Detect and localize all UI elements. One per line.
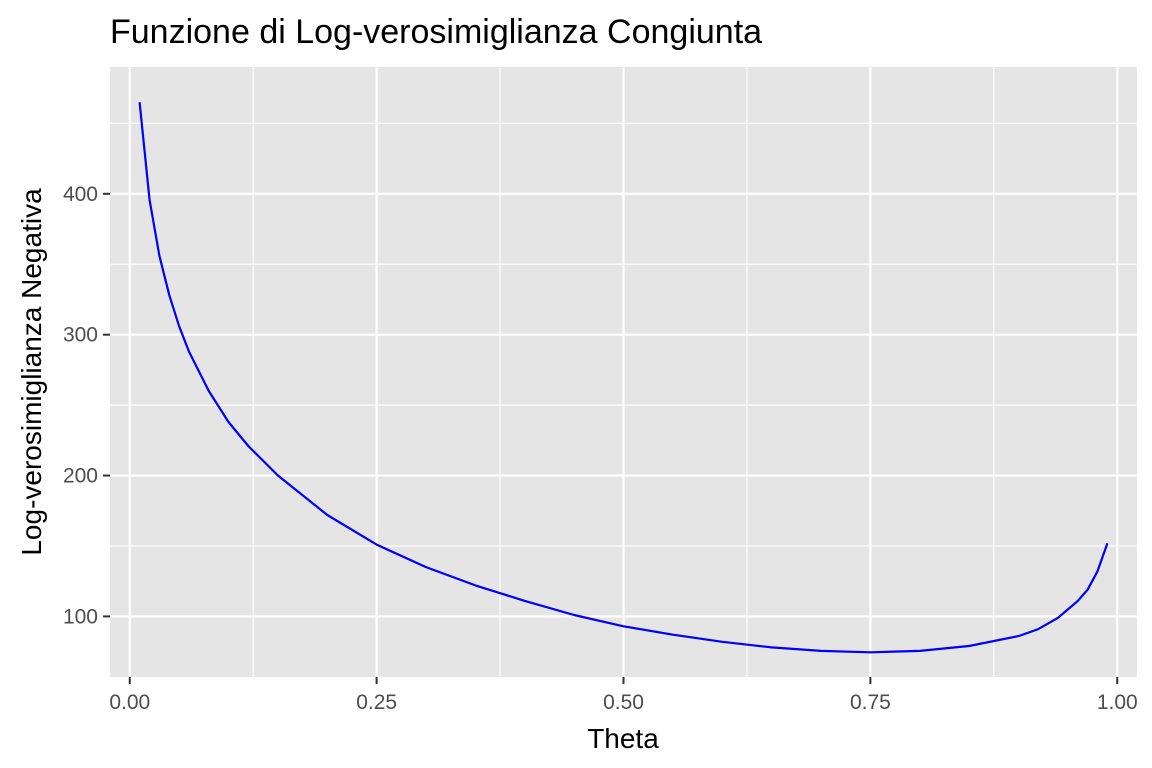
x-tick-label: 0.75 — [850, 691, 891, 714]
y-tick-label: 400 — [63, 183, 98, 206]
data-series — [138, 102, 1109, 654]
x-axis-title: Theta — [587, 723, 659, 754]
y-axis: 100 200 300 400 — [63, 183, 110, 628]
series-line — [138, 102, 1109, 654]
chart-title: Funzione di Log-verosimiglianza Congiunt… — [110, 13, 762, 51]
x-tick-label: 0.25 — [356, 691, 397, 714]
y-tick-label: 200 — [63, 465, 98, 488]
x-tick-label: 0.50 — [603, 691, 644, 714]
major-gridlines — [110, 67, 1137, 677]
x-tick-label: 1.00 — [1097, 691, 1138, 714]
x-axis: 0.00 0.25 0.50 0.75 1.00 — [109, 677, 1138, 714]
y-tick-label: 300 — [63, 324, 98, 347]
x-tick-label: 0.00 — [109, 691, 150, 714]
y-axis-title: Log-verosimiglianza Negativa — [16, 188, 47, 556]
y-tick-label: 100 — [63, 605, 98, 628]
